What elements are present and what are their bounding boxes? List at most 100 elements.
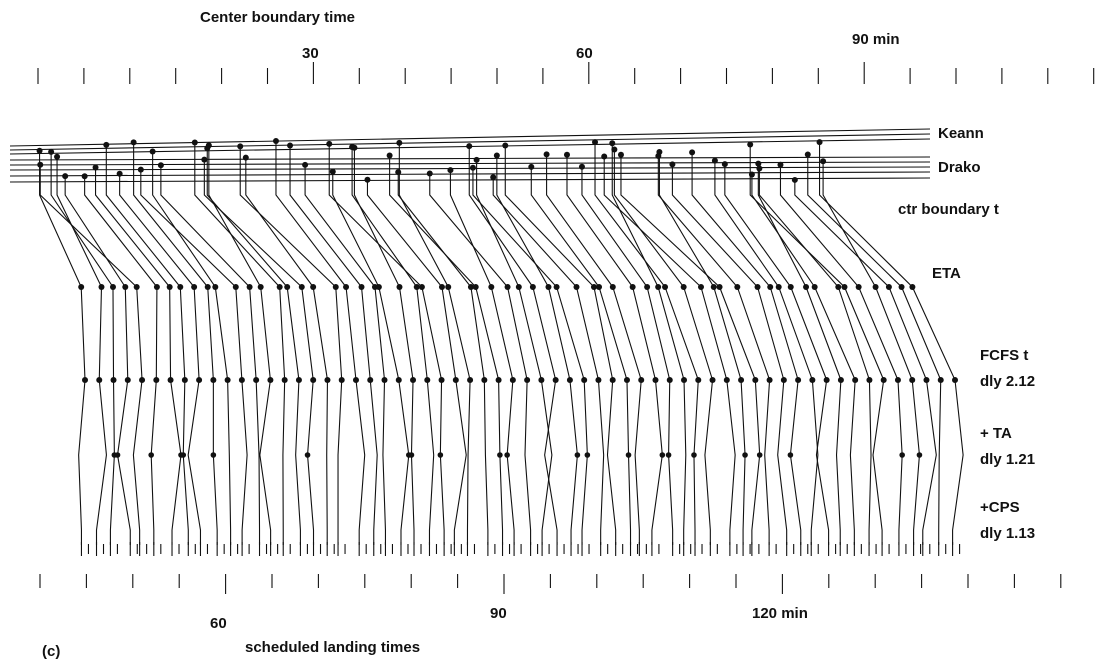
event-dot — [408, 452, 415, 458]
event-dot — [894, 377, 901, 383]
event-dot — [452, 377, 459, 383]
event-dot — [738, 377, 745, 383]
event-dot — [302, 161, 309, 168]
trajectory — [398, 142, 471, 545]
event-dot — [666, 377, 673, 383]
event-dot — [343, 284, 350, 290]
event-dot — [110, 377, 117, 383]
stream-line — [9, 166, 931, 171]
event-dot — [287, 142, 294, 149]
event-dot — [804, 151, 811, 158]
trajectory — [611, 143, 687, 545]
event-dot — [396, 139, 403, 146]
event-dot — [242, 154, 249, 161]
bottom-axis-title: scheduled landing times — [245, 639, 420, 656]
event-dot — [669, 161, 676, 168]
event-dot — [662, 284, 669, 290]
event-dot — [742, 452, 748, 458]
event-dot — [395, 377, 402, 383]
event-dot — [872, 284, 879, 290]
trajectory — [530, 166, 632, 545]
event-dot — [835, 284, 842, 290]
event-dot — [281, 377, 288, 383]
top-tick-label: 30 — [302, 45, 319, 62]
event-dot — [803, 284, 810, 290]
event-dot — [909, 284, 916, 290]
event-dot — [665, 452, 672, 458]
event-dot — [238, 377, 245, 383]
stage-delay: dly 1.13 — [980, 525, 1035, 542]
event-dot — [644, 284, 651, 290]
event-dot — [358, 284, 365, 290]
event-dot — [855, 284, 862, 290]
event-dot — [695, 377, 702, 383]
event-dot — [652, 377, 659, 383]
timeline-art — [9, 62, 1095, 594]
event-dot — [756, 452, 763, 458]
event-dot — [438, 377, 445, 383]
event-dot — [755, 160, 762, 167]
event-dot — [497, 452, 503, 458]
top-tick-label: 90 min — [852, 31, 900, 48]
event-dot — [130, 139, 137, 146]
event-dot — [466, 143, 473, 150]
event-dot — [885, 284, 892, 290]
event-dot — [655, 152, 662, 159]
event-dot — [734, 284, 741, 290]
event-dot — [623, 377, 630, 383]
trajectory — [119, 173, 202, 545]
event-dot — [528, 163, 535, 170]
event-dot — [747, 141, 754, 148]
event-dot — [396, 284, 403, 290]
event-dot — [148, 452, 154, 458]
event-dot — [538, 377, 545, 383]
event-dot — [310, 377, 317, 383]
event-dot — [137, 166, 144, 173]
event-dot — [332, 284, 339, 290]
stream-line — [9, 161, 931, 166]
event-dot — [82, 377, 88, 383]
event-dot — [681, 377, 688, 383]
stream-label: Keann — [938, 125, 984, 142]
event-dot — [490, 174, 497, 181]
trajectory — [822, 161, 920, 545]
event-dot — [246, 284, 253, 290]
event-dot — [659, 452, 666, 458]
event-dot — [81, 173, 88, 180]
event-dot — [866, 377, 873, 383]
event-dot — [711, 157, 718, 164]
event-dot — [62, 173, 69, 180]
event-dot — [467, 377, 474, 383]
event-dot — [349, 144, 356, 151]
event-dot — [253, 377, 260, 383]
event-dot — [923, 377, 930, 383]
event-dot — [438, 284, 445, 290]
event-dot — [276, 284, 283, 290]
event-dot — [584, 452, 591, 458]
event-dot — [54, 153, 61, 160]
event-dot — [609, 284, 616, 290]
trajectory — [546, 154, 642, 545]
event-dot — [573, 284, 580, 290]
event-dot — [96, 377, 103, 383]
event-dot — [617, 151, 624, 158]
trajectory — [779, 164, 903, 545]
event-dot — [181, 377, 188, 383]
event-dot — [841, 284, 848, 290]
stage-delay: dly 2.12 — [980, 373, 1035, 390]
event-dot — [937, 377, 944, 383]
event-dot — [609, 377, 616, 383]
event-dot — [816, 139, 823, 146]
panel-label: (c) — [42, 643, 60, 660]
event-dot — [210, 452, 217, 458]
trajectory — [94, 167, 182, 545]
stream-line — [9, 171, 931, 177]
event-dot — [899, 452, 905, 458]
event-dot — [787, 284, 794, 290]
event-dot — [766, 377, 773, 383]
event-dot — [122, 284, 129, 290]
event-dot — [284, 284, 291, 290]
stream-line — [9, 133, 931, 151]
event-dot — [592, 139, 599, 146]
event-dot — [167, 377, 174, 383]
